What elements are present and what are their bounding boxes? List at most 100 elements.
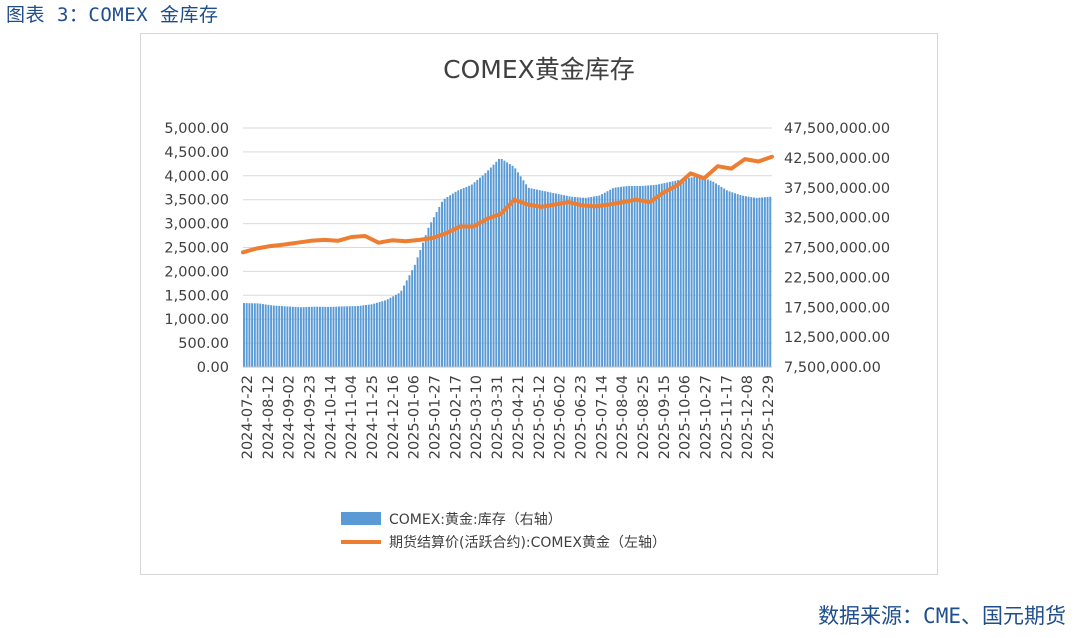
inventory-bar bbox=[625, 186, 628, 367]
inventory-bar bbox=[408, 275, 411, 367]
inventory-bar bbox=[411, 270, 414, 367]
inventory-bar bbox=[340, 306, 343, 367]
inventory-bar bbox=[484, 173, 487, 367]
figure-caption: 图表 3：COMEX 金库存 bbox=[6, 4, 219, 26]
left-tick-label: 2,000.00 bbox=[164, 264, 229, 280]
inventory-bar bbox=[392, 296, 395, 367]
inventory-bar bbox=[723, 188, 726, 367]
inventory-bar bbox=[291, 306, 294, 367]
x-tick-label: 2025-12-08 bbox=[740, 375, 756, 459]
x-tick-label: 2024-11-04 bbox=[344, 375, 360, 459]
inventory-bar bbox=[397, 293, 400, 367]
inventory-bar bbox=[375, 302, 378, 367]
inventory-bar bbox=[554, 193, 557, 367]
inventory-bar bbox=[424, 235, 427, 367]
inventory-bar bbox=[687, 177, 690, 367]
inventory-bar bbox=[508, 164, 511, 367]
inventory-bar bbox=[316, 306, 319, 367]
x-tick-label: 2024-09-23 bbox=[303, 375, 319, 459]
inventory-bar bbox=[308, 306, 311, 367]
inventory-bar bbox=[565, 195, 568, 367]
inventory-bar bbox=[560, 194, 563, 367]
inventory-bar bbox=[335, 306, 338, 367]
inventory-bar bbox=[622, 186, 625, 367]
inventory-bar bbox=[761, 197, 764, 367]
inventory-bar bbox=[267, 304, 270, 367]
inventory-bar bbox=[492, 164, 495, 367]
inventory-bar bbox=[313, 306, 316, 367]
inventory-bar bbox=[641, 185, 644, 367]
inventory-bar bbox=[283, 306, 286, 367]
inventory-bar bbox=[747, 196, 750, 367]
inventory-bar bbox=[763, 197, 766, 367]
inventory-bar bbox=[655, 184, 658, 367]
x-tick-label: 2025-09-15 bbox=[657, 375, 673, 459]
inventory-bar bbox=[297, 307, 300, 367]
inventory-bar bbox=[498, 158, 500, 367]
inventory-bar bbox=[329, 306, 332, 367]
inventory-bar bbox=[579, 197, 582, 367]
inventory-bar bbox=[248, 303, 251, 367]
right-tick-label: 17,500,000.00 bbox=[784, 300, 890, 316]
inventory-bar bbox=[454, 191, 457, 367]
inventory-bar bbox=[530, 188, 533, 367]
inventory-bar bbox=[677, 180, 679, 367]
x-tick-label: 2025-02-17 bbox=[448, 375, 464, 459]
inventory-bar bbox=[419, 250, 422, 367]
inventory-bar bbox=[473, 182, 476, 367]
inventory-bar bbox=[506, 162, 509, 367]
x-tick-label: 2025-03-10 bbox=[469, 375, 485, 459]
inventory-bar bbox=[658, 184, 661, 367]
x-tick-label: 2025-03-31 bbox=[490, 375, 506, 459]
x-tick-label: 2025-01-27 bbox=[428, 375, 444, 459]
inventory-bar bbox=[685, 178, 688, 367]
x-tick-label: 2024-10-14 bbox=[323, 375, 339, 459]
inventory-bar bbox=[527, 187, 530, 367]
right-tick-label: 32,500,000.00 bbox=[784, 211, 890, 227]
inventory-bar bbox=[489, 167, 492, 367]
inventory-bar bbox=[259, 303, 262, 367]
inventory-bar bbox=[541, 190, 544, 367]
inventory-bar bbox=[671, 181, 674, 367]
inventory-bar bbox=[739, 195, 742, 367]
inventory-bar bbox=[370, 304, 373, 367]
inventory-bar bbox=[728, 191, 731, 367]
x-tick-label: 2025-11-17 bbox=[719, 375, 735, 459]
inventory-bar bbox=[343, 306, 346, 367]
inventory-bar bbox=[679, 179, 682, 367]
inventory-bar bbox=[318, 306, 321, 367]
left-tick-label: 500.00 bbox=[178, 336, 229, 352]
inventory-bar bbox=[495, 161, 498, 367]
inventory-bar bbox=[587, 197, 590, 367]
inventory-bar bbox=[384, 300, 387, 367]
inventory-bar bbox=[462, 188, 465, 367]
inventory-bar bbox=[272, 305, 275, 367]
inventory-bar bbox=[525, 184, 528, 367]
inventory-bar bbox=[449, 195, 452, 367]
inventory-bar bbox=[668, 181, 671, 367]
inventory-bar bbox=[378, 302, 381, 367]
left-axis: 0.00 500.00 1,000.00 1,500.00 2,000.00 2,500.… bbox=[164, 121, 229, 376]
inventory-bar bbox=[682, 179, 685, 367]
inventory-bar bbox=[451, 193, 454, 367]
comex-gold-chart: COMEX黄金库存 0.00 500.00 1,000.00 1,500.00 2,00… bbox=[164, 55, 890, 551]
left-tick-label: 4,000.00 bbox=[164, 169, 229, 185]
inventory-bar bbox=[696, 176, 698, 367]
inventory-bar bbox=[766, 196, 769, 367]
left-tick-label: 1,000.00 bbox=[164, 312, 229, 328]
inventory-bar bbox=[441, 201, 443, 367]
inventory-bar bbox=[324, 306, 327, 367]
inventory-bar bbox=[351, 306, 354, 367]
x-tick-label: 2024-08-12 bbox=[261, 375, 277, 459]
inventory-bar bbox=[649, 185, 652, 367]
price-line-path bbox=[241, 154, 774, 255]
inventory-bar bbox=[663, 183, 666, 367]
inventory-bar bbox=[693, 176, 696, 367]
x-tick-label: 2024-09-02 bbox=[282, 375, 298, 459]
left-tick-label: 3,000.00 bbox=[164, 217, 229, 233]
x-tick-label: 2024-12-16 bbox=[386, 375, 402, 459]
x-tick-label: 2025-01-06 bbox=[407, 375, 423, 459]
right-tick-label: 27,500,000.00 bbox=[784, 241, 890, 257]
inventory-bar bbox=[535, 189, 538, 367]
x-tick-label: 2025-06-02 bbox=[553, 375, 569, 459]
